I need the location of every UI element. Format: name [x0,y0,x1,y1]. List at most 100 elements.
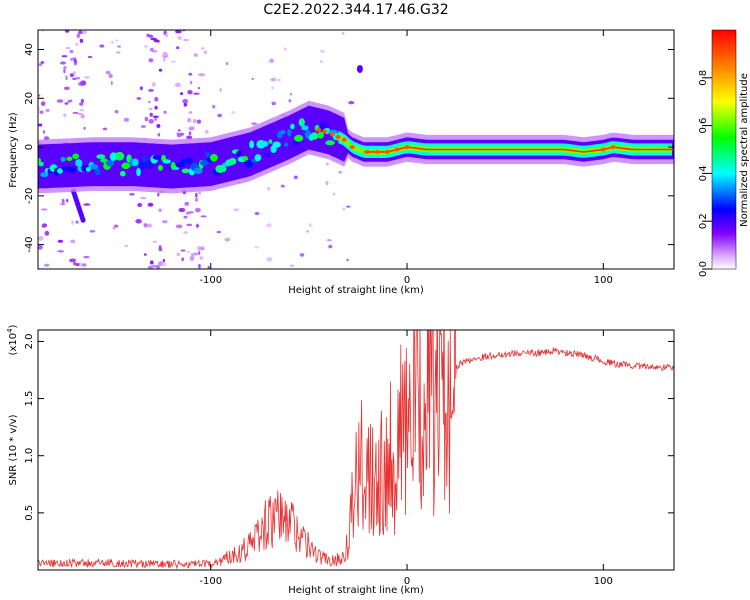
spectrogram-cell [158,165,163,171]
spectrogram-noise [65,30,70,33]
spectrogram-noise [152,240,158,243]
colorbar-tick-label: 0.8 [698,70,709,86]
spectrogram-xtick-label: 100 [594,275,613,286]
spectrogram-noise [193,92,200,95]
spectrogram-noise [143,223,148,228]
spectrogram-noise [20,170,26,174]
spectrogram-noise [225,61,229,66]
spectrogram-streak [80,217,86,223]
spectrogram-cell [310,132,319,140]
spectrogram-noise [19,263,24,267]
spectrogram-noise [197,86,200,90]
spectrogram-cell [75,159,83,167]
spectrogram-noise [276,78,281,82]
spectrogram-cell [200,159,209,166]
spectrogram-noise [38,63,43,67]
spectrogram-peak [394,147,400,152]
spectrogram-noise [198,263,201,269]
snr-xlabel: Height of straight line (km) [288,585,424,596]
spectrogram-noise [271,86,275,90]
spectrogram-cell [38,161,44,167]
spectrogram-noise [149,47,154,52]
spectrogram-noise [116,51,121,54]
spectrogram-xtick-label: 0 [404,275,410,286]
spectrogram-noise [63,68,66,74]
spectrogram-noise [156,124,161,128]
spectrogram-cell [254,154,262,162]
spectrogram-cell [236,150,242,157]
spectrogram-noise [270,77,277,82]
spectrogram-noise [188,131,192,136]
spectrogram-noise [186,135,193,140]
spectrogram-noise [66,198,69,203]
spectrogram-noise [198,251,201,255]
spectrogram-noise [253,246,260,249]
spectrogram-noise [183,102,187,107]
spectrogram-cell [40,172,49,178]
spectrogram-noise [157,133,161,137]
spectrogram-noise [56,99,64,103]
spectrogram-noise [176,252,180,256]
spectrogram-noise [190,253,196,256]
spectrogram-noise [325,180,329,186]
spectrogram-peak-line [363,146,674,153]
spectrogram-noise [342,32,345,35]
spectrogram-noise [186,250,191,253]
spectrogram-noise [83,126,86,130]
spectrogram-noise [342,207,345,211]
spectrogram-noise [148,265,153,269]
spectrogram-noise [198,73,205,77]
spectrogram-noise [117,45,121,48]
spectrogram-ytick-label: -20 [24,188,35,204]
spectrogram-noise [79,38,84,43]
spectrogram-panel: -100 0 100 -40 -20 0 20 40 Height of straight l… [8,29,675,296]
spectrogram-noise [41,208,48,211]
spectrogram-noise [148,34,154,38]
snr-xtick-label: 0 [404,576,410,587]
spectrogram-noise [143,253,147,256]
spectrogram-xlabel: Height of straight line (km) [288,285,424,296]
spectrogram-noise [326,239,332,242]
spectrogram-ytick-label: 20 [24,92,35,105]
colorbar-tick-label: 0.6 [698,118,709,134]
spectrogram-cell [132,158,139,167]
spectrogram-noise [140,125,146,128]
spectrogram-noise [25,264,29,268]
spectrogram-noise [200,246,205,251]
spectrogram-noise [152,265,158,268]
spectrogram-cell [249,140,255,149]
spectrogram-noise [144,116,149,122]
spectrogram-noise [148,107,153,111]
spectrogram-peak [349,145,355,150]
spectrogram-noise [200,215,207,218]
spectrogram-noise [24,175,30,180]
spectrogram-noise [43,263,50,267]
spectrogram-noise [23,174,25,177]
spectrogram-noise [196,223,199,229]
spectrogram-noise [319,49,326,53]
spectrogram-cell [121,162,131,170]
spectrogram-noise [147,223,153,228]
spectrogram-cell [181,168,190,174]
spectrogram-noise [148,88,154,92]
colorbar-tick-label: 0.0 [698,261,709,277]
spectrogram-noise [175,30,182,34]
spectrogram-noise [196,119,202,124]
spectrogram-cell [318,122,329,130]
spectrogram-noise [183,231,188,234]
spectrogram-cell [57,168,63,174]
spectrogram-noise [251,122,258,125]
snr-multiplier: (x104) [6,324,19,355]
spectrogram-ytick-label: 0 [24,144,35,150]
spectrogram-noise [22,224,27,227]
spectrogram-cell [290,123,295,130]
spectrogram-noise [183,215,188,219]
spectrogram-noise [39,110,44,114]
spectrogram-noise [20,60,23,64]
spectrogram-noise [34,266,37,268]
spectrogram-noise [29,69,32,73]
spectrogram-cell [162,159,171,164]
spectrogram-noise [108,73,113,79]
spectrogram-noise [184,201,190,206]
